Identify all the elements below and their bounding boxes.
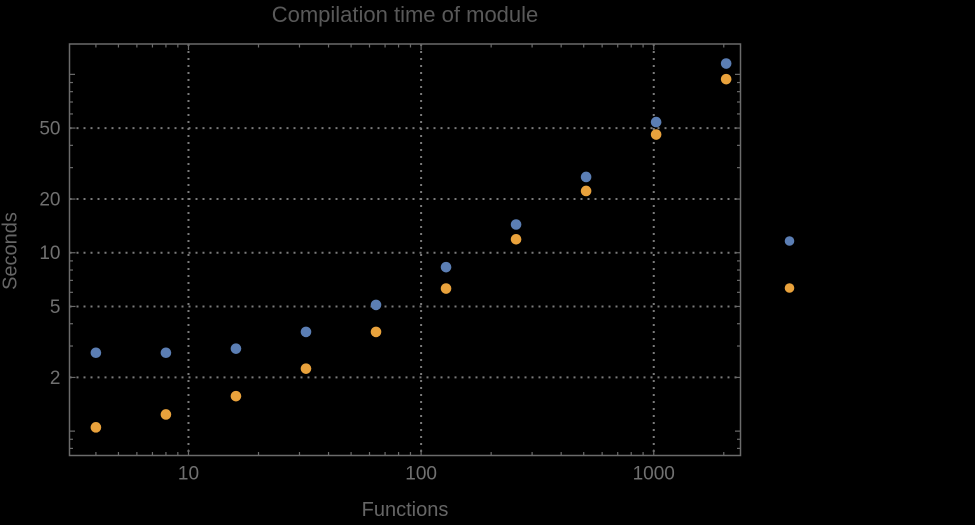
data-point-orange-4 [90, 422, 102, 433]
data-point-orange-1024 [650, 129, 662, 140]
data-point-blue-4 [90, 347, 102, 359]
chart-title: Compilation time of module [271, 2, 539, 27]
x-tick-label-10: 10 [178, 464, 199, 485]
data-point-orange-256 [510, 233, 522, 245]
data-point-blue-16 [230, 343, 242, 354]
y-tick-label-5: 5 [50, 297, 61, 318]
data-point-orange-32 [300, 363, 312, 374]
x-tick-label-100: 100 [405, 464, 437, 485]
data-point-blue-512 [580, 171, 592, 183]
y-tick-label-2: 2 [50, 368, 61, 389]
data-point-blue-2048 [720, 58, 732, 69]
x-tick-label-1000: 1000 [633, 464, 675, 485]
y-tick-label-10: 10 [39, 243, 60, 264]
data-point-orange-512 [580, 185, 592, 197]
data-point-blue-8 [160, 347, 172, 359]
data-point-orange-2048 [720, 73, 732, 85]
y-tick-label-20: 20 [39, 190, 60, 211]
data-point-orange-8 [160, 409, 172, 420]
data-point-blue-32 [300, 326, 312, 338]
x-axis-label: Functions [361, 499, 449, 521]
plot-frame [68, 43, 742, 457]
y-tick-label-50: 50 [39, 119, 60, 140]
data-point-orange-128 [440, 283, 452, 294]
data-point-blue-256 [510, 219, 522, 230]
data-point-orange-16 [230, 390, 242, 402]
data-point-orange-64 [370, 326, 382, 338]
data-point-blue-128 [440, 261, 452, 273]
legend-marker-orange [784, 283, 795, 293]
data-point-blue-1024 [650, 116, 662, 128]
data-point-blue-64 [370, 299, 382, 311]
legend-marker-blue [784, 236, 795, 246]
